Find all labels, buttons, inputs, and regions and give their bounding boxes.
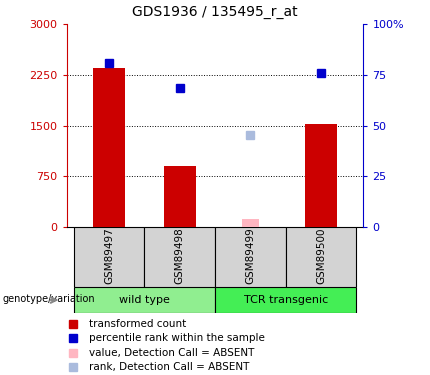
Bar — [286, 227, 356, 287]
Text: rank, Detection Call = ABSENT: rank, Detection Call = ABSENT — [89, 362, 249, 372]
Text: transformed count: transformed count — [89, 319, 186, 328]
Text: GSM89499: GSM89499 — [246, 227, 255, 284]
Text: GSM89500: GSM89500 — [316, 227, 326, 284]
Bar — [164, 166, 196, 227]
Text: GSM89497: GSM89497 — [104, 227, 114, 284]
Bar — [215, 287, 356, 313]
Title: GDS1936 / 135495_r_at: GDS1936 / 135495_r_at — [132, 5, 298, 19]
Bar — [74, 227, 144, 287]
Bar — [215, 227, 286, 287]
Text: genotype/variation: genotype/variation — [3, 294, 95, 304]
Bar — [144, 227, 215, 287]
Text: wild type: wild type — [119, 295, 170, 305]
Text: GSM89498: GSM89498 — [175, 227, 184, 284]
Bar — [93, 68, 125, 227]
Text: percentile rank within the sample: percentile rank within the sample — [89, 333, 264, 343]
Bar — [305, 124, 337, 227]
Text: TCR transgenic: TCR transgenic — [243, 295, 328, 305]
Text: value, Detection Call = ABSENT: value, Detection Call = ABSENT — [89, 348, 254, 358]
Bar — [74, 287, 215, 313]
Bar — [242, 219, 259, 227]
